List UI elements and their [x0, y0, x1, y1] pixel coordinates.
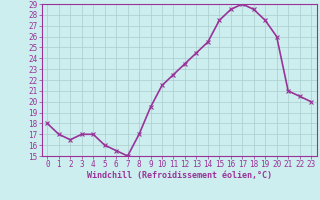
X-axis label: Windchill (Refroidissement éolien,°C): Windchill (Refroidissement éolien,°C): [87, 171, 272, 180]
